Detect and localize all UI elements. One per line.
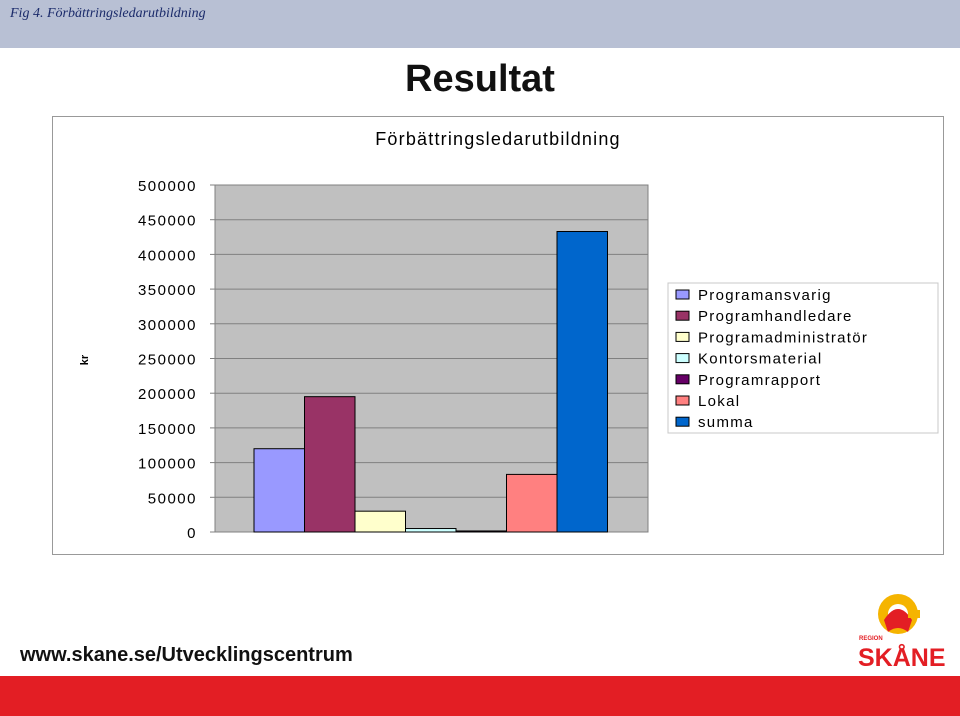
footer-bar: [0, 676, 960, 716]
figure-caption: Fig 4. Förbättringsledarutbildning: [10, 6, 206, 21]
y-axis-label: kr: [79, 354, 91, 365]
legend-label: Kontorsmaterial: [698, 351, 823, 368]
legend-swatch: [675, 331, 690, 342]
bar-programadministrat-r: [354, 510, 406, 533]
y-tick-label: 350000: [138, 282, 197, 299]
legend-swatch: [675, 353, 690, 364]
legend-label: Lokal: [698, 393, 740, 410]
y-tick-label: 500000: [138, 178, 197, 195]
legend-swatch: [675, 416, 690, 427]
y-tick-label: 100000: [138, 456, 197, 473]
slide-title: Resultat: [405, 58, 555, 100]
bar-summa: [556, 230, 608, 533]
bar-lokal: [506, 473, 558, 533]
y-axis-ticks: 0 50000 100000 150000 200000 250000 300000 3500…: [138, 178, 215, 542]
y-tick-label: 200000: [138, 386, 197, 403]
bar-chart: Förbättringsledarutbildning kr 0 50000 100…: [52, 116, 944, 555]
legend-box: [667, 282, 939, 434]
y-tick-label: 150000: [138, 421, 197, 438]
y-tick-label: 0: [187, 525, 197, 542]
legend-swatch: [675, 395, 690, 406]
bar-programansvarig: [253, 448, 305, 533]
legend-label: Programhandledare: [698, 308, 853, 325]
bar-kontorsmaterial: [405, 528, 457, 533]
bars: [253, 230, 608, 533]
legend-label: Programadministratör: [698, 329, 868, 346]
griffin-emblem-icon: [878, 594, 920, 634]
caption-bar: Fig 4. Förbättringsledarutbildning: [0, 0, 960, 48]
logo-region-text: REGION: [859, 636, 883, 642]
legend-label: Programrapport: [698, 372, 821, 389]
y-tick-label: 450000: [138, 213, 197, 230]
y-tick-label: 50000: [148, 490, 197, 507]
bar-programrapport: [455, 530, 507, 533]
legend-swatch: [675, 310, 690, 321]
legend-label: Programansvarig: [698, 287, 832, 304]
footer-url[interactable]: www.skane.se/Utvecklingscentrum: [20, 644, 353, 666]
legend-label: summa: [698, 414, 754, 431]
legend-swatch: [675, 289, 690, 300]
region-skane-logo: REGION SKÅNE: [850, 590, 946, 672]
y-tick-label: 400000: [138, 247, 197, 264]
y-tick-label: 250000: [138, 352, 197, 369]
logo-wordmark: SKÅNE: [858, 644, 946, 672]
legend: Programansvarig Programhandledare Programa…: [667, 282, 939, 434]
y-tick-label: 300000: [138, 317, 197, 334]
bar-programhandledare: [304, 396, 356, 533]
chart-panel: Förbättringsledarutbildning kr 0 50000 100…: [52, 116, 960, 556]
legend-swatch: [675, 374, 690, 385]
chart-title: Förbättringsledarutbildning: [375, 129, 621, 149]
